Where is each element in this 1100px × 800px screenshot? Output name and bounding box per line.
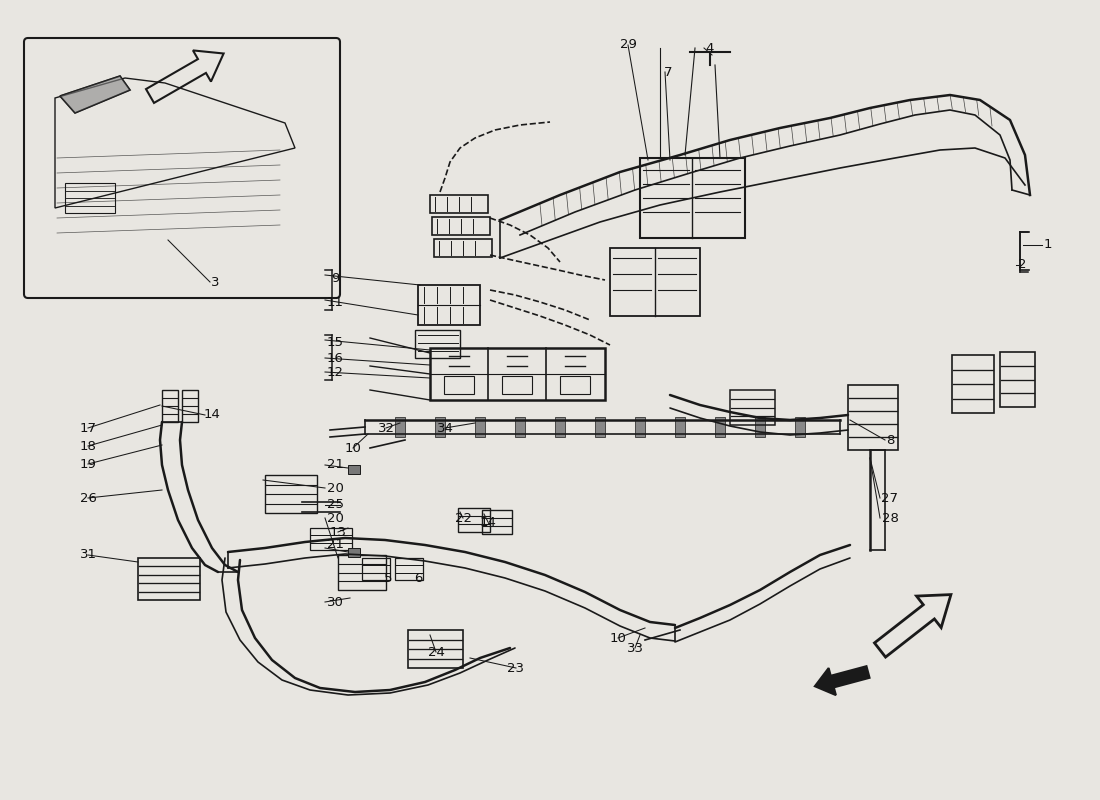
Bar bbox=[610, 248, 700, 316]
Text: 7: 7 bbox=[663, 66, 672, 78]
Bar bbox=[458, 508, 490, 532]
Bar bbox=[560, 376, 590, 394]
Bar bbox=[418, 285, 480, 325]
Text: 31: 31 bbox=[79, 549, 97, 562]
Bar bbox=[395, 417, 405, 437]
Bar bbox=[362, 558, 390, 580]
Text: 14: 14 bbox=[480, 515, 496, 529]
Text: 22: 22 bbox=[454, 511, 472, 525]
Text: 23: 23 bbox=[507, 662, 525, 674]
Bar bbox=[338, 555, 386, 590]
Text: 4: 4 bbox=[706, 42, 714, 54]
Text: 8: 8 bbox=[886, 434, 894, 446]
Text: 27: 27 bbox=[881, 491, 899, 505]
Text: 10: 10 bbox=[344, 442, 362, 454]
Bar bbox=[755, 417, 764, 437]
Bar bbox=[444, 376, 474, 394]
Text: 9: 9 bbox=[331, 271, 339, 285]
Bar bbox=[556, 417, 565, 437]
Bar bbox=[162, 390, 178, 422]
Bar bbox=[952, 355, 994, 413]
Text: 20: 20 bbox=[327, 482, 343, 494]
Bar bbox=[515, 417, 525, 437]
Bar bbox=[675, 417, 685, 437]
Text: 17: 17 bbox=[79, 422, 97, 434]
Text: 26: 26 bbox=[79, 491, 97, 505]
Text: 16: 16 bbox=[327, 351, 343, 365]
Bar bbox=[348, 548, 360, 557]
Bar bbox=[595, 417, 605, 437]
Text: 13: 13 bbox=[330, 526, 346, 538]
Bar bbox=[635, 417, 645, 437]
Text: 24: 24 bbox=[428, 646, 444, 658]
Bar bbox=[715, 417, 725, 437]
Polygon shape bbox=[815, 666, 870, 695]
FancyBboxPatch shape bbox=[24, 38, 340, 298]
Text: 6: 6 bbox=[414, 571, 422, 585]
Text: 34: 34 bbox=[437, 422, 453, 434]
Text: 21: 21 bbox=[327, 458, 343, 471]
Text: 10: 10 bbox=[609, 631, 626, 645]
Bar bbox=[430, 348, 605, 400]
Bar bbox=[348, 465, 360, 474]
Bar bbox=[182, 390, 198, 422]
Text: 1: 1 bbox=[1044, 238, 1053, 251]
Polygon shape bbox=[60, 76, 130, 113]
Bar bbox=[434, 417, 446, 437]
Bar bbox=[65, 183, 116, 213]
Bar bbox=[795, 417, 805, 437]
Text: 33: 33 bbox=[627, 642, 644, 654]
Bar bbox=[482, 510, 512, 534]
Text: 11: 11 bbox=[327, 295, 343, 309]
Text: 32: 32 bbox=[377, 422, 395, 434]
Bar bbox=[310, 528, 352, 550]
Text: 15: 15 bbox=[327, 335, 343, 349]
Text: 2: 2 bbox=[1018, 258, 1026, 271]
Bar bbox=[1000, 352, 1035, 407]
Text: 29: 29 bbox=[619, 38, 637, 51]
Bar bbox=[395, 558, 424, 580]
Text: 28: 28 bbox=[881, 511, 899, 525]
Text: 21: 21 bbox=[327, 538, 343, 551]
Bar bbox=[432, 217, 490, 235]
Text: 25: 25 bbox=[327, 498, 343, 511]
Bar bbox=[730, 390, 776, 425]
Bar bbox=[475, 417, 485, 437]
Bar bbox=[502, 376, 532, 394]
Bar bbox=[848, 385, 898, 450]
Text: 12: 12 bbox=[327, 366, 343, 378]
Text: 5: 5 bbox=[384, 571, 393, 585]
Bar bbox=[265, 475, 317, 513]
Bar bbox=[415, 330, 460, 358]
Text: 14: 14 bbox=[204, 409, 220, 422]
Bar bbox=[434, 239, 492, 257]
Bar bbox=[408, 630, 463, 668]
Bar bbox=[640, 158, 745, 238]
Text: 18: 18 bbox=[79, 439, 97, 453]
Bar bbox=[430, 195, 488, 213]
Text: 19: 19 bbox=[79, 458, 97, 470]
Bar bbox=[138, 558, 200, 600]
Text: 30: 30 bbox=[327, 595, 343, 609]
Text: 20: 20 bbox=[327, 511, 343, 525]
Text: 3: 3 bbox=[211, 275, 219, 289]
